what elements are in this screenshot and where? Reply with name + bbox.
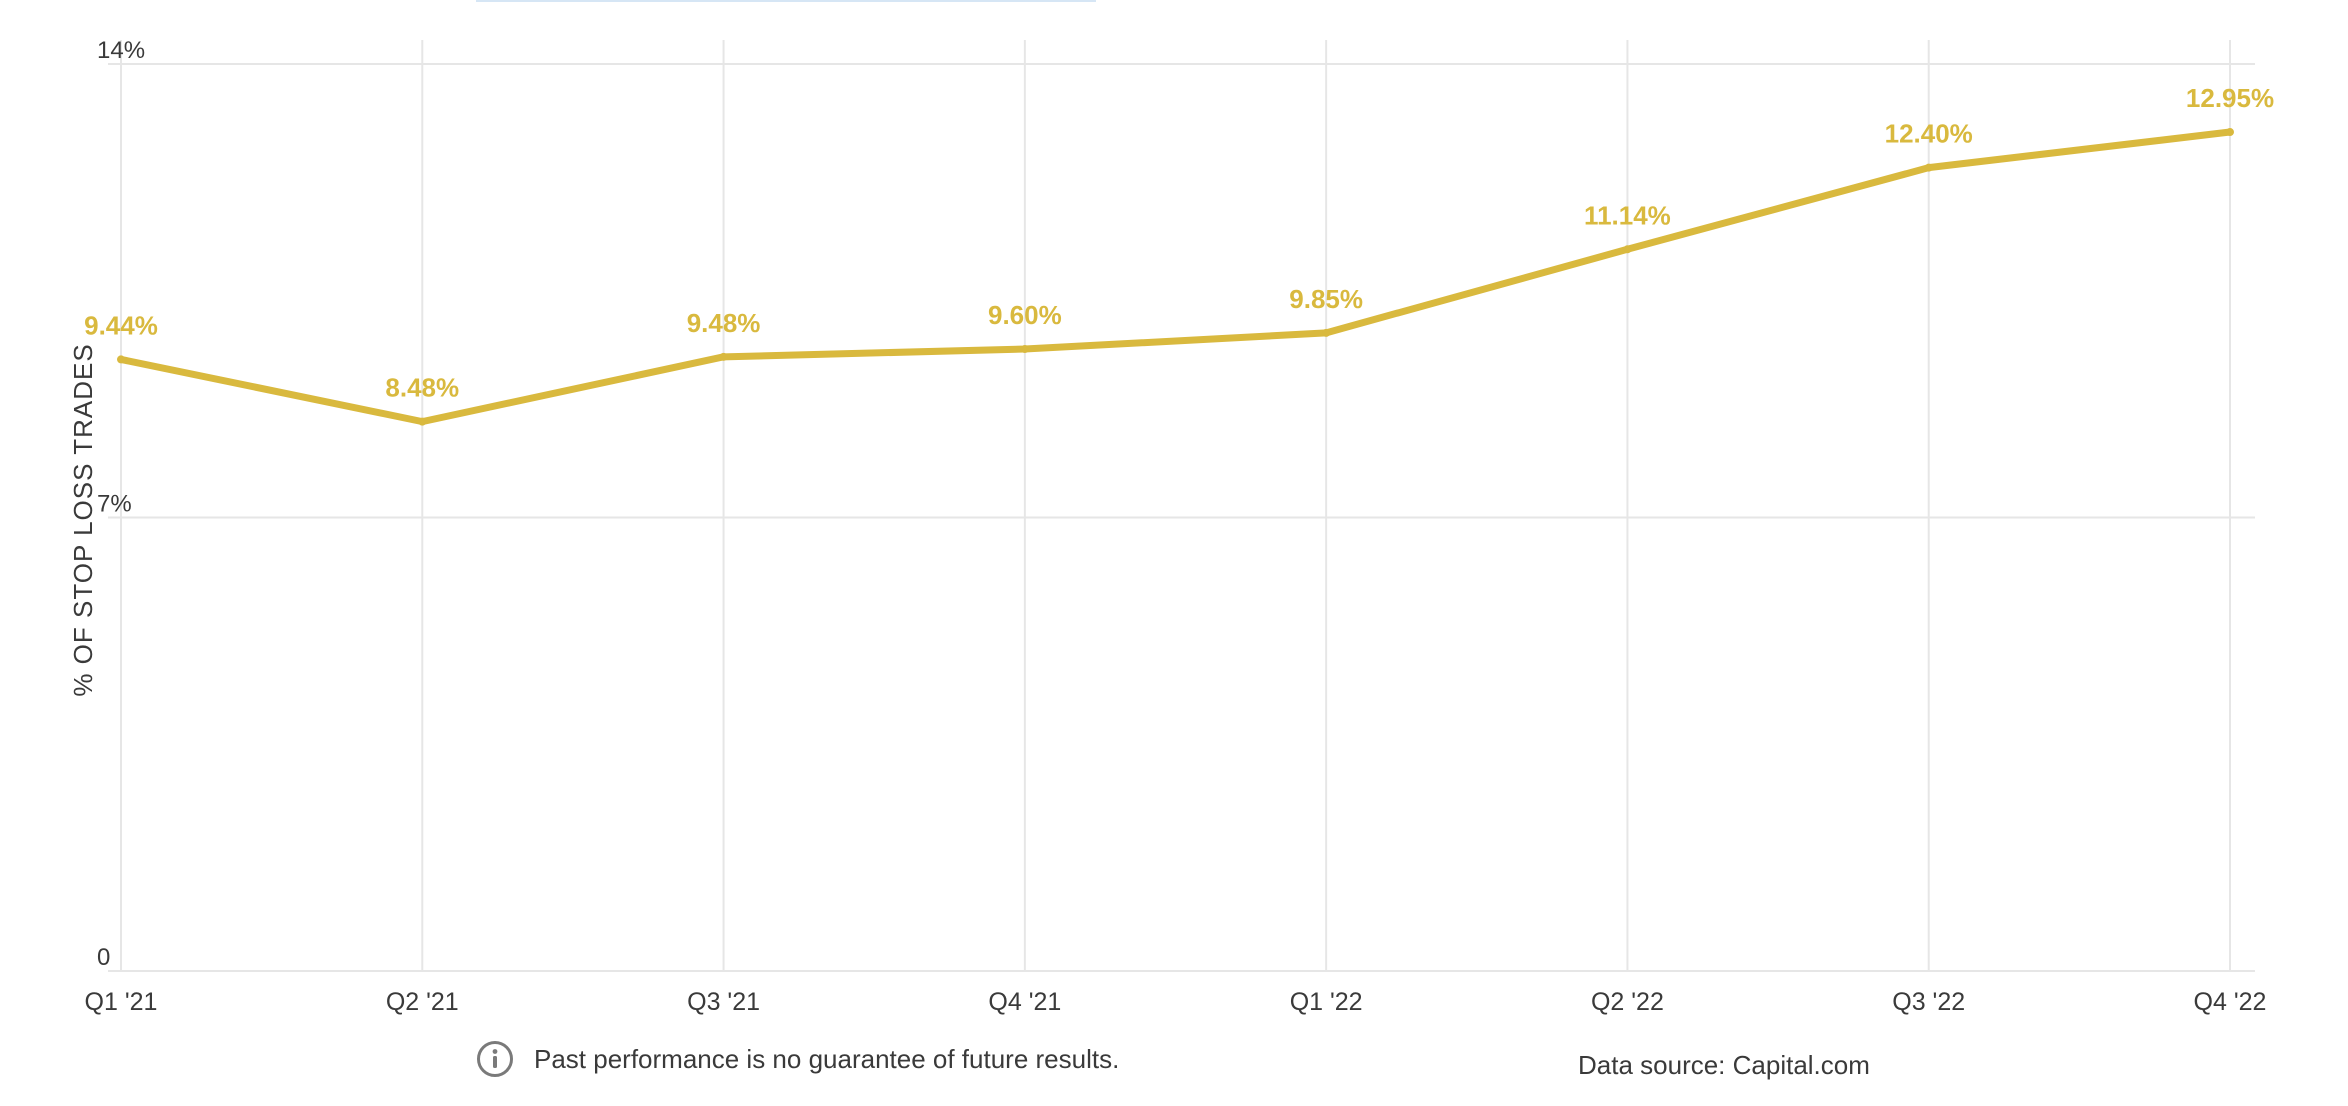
grid-layer xyxy=(108,40,2255,972)
data-label: 9.44% xyxy=(84,310,158,340)
data-point xyxy=(1322,328,1331,337)
x-tick-label: Q4 '21 xyxy=(988,988,1061,1016)
data-label: 11.14% xyxy=(1584,200,1671,230)
x-tick-label: Q2 '21 xyxy=(386,988,459,1016)
data-label: 9.60% xyxy=(988,300,1062,330)
info-circle-icon[interactable] xyxy=(476,1040,514,1078)
data-label: 12.40% xyxy=(1885,119,1973,149)
x-tick-label: Q1 '21 xyxy=(85,988,158,1016)
data-label: 12.95% xyxy=(2186,83,2274,113)
data-point xyxy=(1020,345,1029,354)
x-tick-label: Q3 '21 xyxy=(687,988,760,1016)
y-tick-label: 14% xyxy=(97,37,145,64)
x-tick-label: Q3 '22 xyxy=(1892,988,1965,1016)
data-label: 9.48% xyxy=(687,308,761,338)
top-accent-bar xyxy=(476,0,1096,2)
y-tick-label: 0 xyxy=(97,944,110,971)
x-tick-label: Q2 '22 xyxy=(1591,988,1664,1016)
y-tick-labels: 0 7% 14% xyxy=(97,37,145,971)
y-axis-title: % OF STOP LOSS TRADES xyxy=(68,343,98,696)
data-point xyxy=(2226,128,2234,137)
data-point xyxy=(1623,245,1632,254)
data-source-text: Data source: Capital.com xyxy=(1578,1050,1870,1080)
disclaimer-text: Past performance is no guarantee of futu… xyxy=(534,1043,1120,1074)
x-tick-label: Q1 '22 xyxy=(1290,988,1363,1016)
x-tick-label: Q4 '22 xyxy=(2194,988,2267,1016)
data-source: Data source: Capital.com xyxy=(1578,1050,1870,1081)
series-line xyxy=(117,128,2234,426)
data-labels: 9.44% 8.48% 9.48% 9.60% 9.85% 11.14% 12.40% 12.… xyxy=(84,83,2274,403)
data-point xyxy=(719,352,728,361)
data-point xyxy=(418,417,427,426)
y-tick-label: 7% xyxy=(97,491,132,518)
data-point xyxy=(117,355,125,364)
series-layer xyxy=(117,128,2234,426)
disclaimer: Past performance is no guarantee of futu… xyxy=(476,1040,1119,1078)
data-label: 8.48% xyxy=(385,373,459,403)
data-point xyxy=(1924,163,1933,172)
x-tick-labels: Q1 '21 Q2 '21 Q3 '21 Q4 '21 Q1 '22 Q2 '22 Q3 '… xyxy=(85,988,2267,1016)
stop-loss-line-chart: 0 7% 14% Q1 '21 Q2 '21 Q3 '21 Q4 '21 Q1 '22 Q2 … xyxy=(68,37,2274,1016)
data-label: 9.85% xyxy=(1289,284,1363,314)
